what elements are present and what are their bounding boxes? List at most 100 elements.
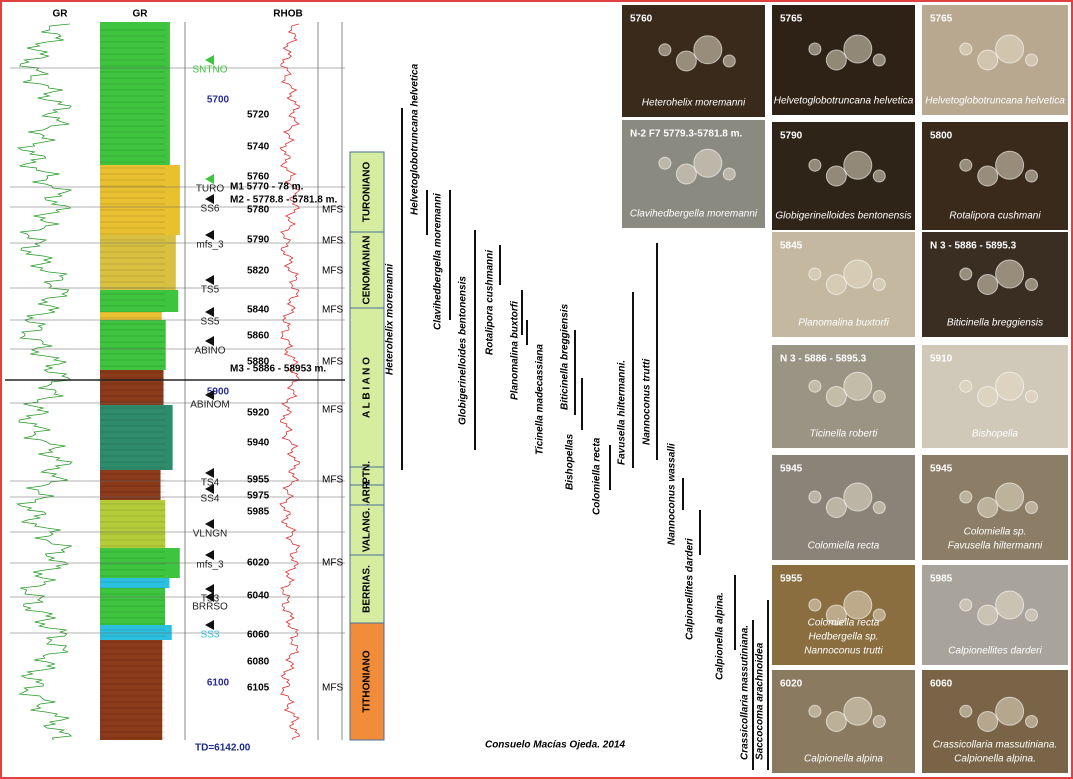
litho-band — [100, 22, 170, 165]
photo-grain — [825, 274, 847, 295]
stage-box — [349, 307, 385, 468]
photo-label: 5765 — [930, 14, 953, 25]
photo-caption: Globigerinelloides bentonensis — [775, 211, 911, 222]
photo-grain — [959, 490, 973, 504]
photo-caption: Helvetoglobotruncana helvetica — [774, 96, 914, 107]
photo-grain — [872, 608, 886, 622]
marker-triangle — [205, 336, 214, 346]
mfs-label: MFS — [322, 205, 343, 216]
marker-triangle — [205, 307, 214, 317]
depth-label: 6080 — [247, 657, 270, 668]
stage-label: TURONIANO — [362, 162, 373, 223]
photo-grain — [843, 371, 873, 401]
photo-grain — [872, 169, 886, 183]
photo-grain — [977, 711, 999, 732]
sample-label: M3 - 5886 - 58953 m. — [230, 364, 326, 375]
marker-triangle — [205, 55, 214, 65]
photo-caption: Colomiella recta — [808, 618, 880, 629]
photo-grain — [808, 42, 822, 56]
photo-caption: Calpionella alpina — [804, 754, 883, 765]
litho-band — [100, 370, 164, 405]
photo-grain — [693, 148, 723, 178]
photo-label: N 3 - 5886 - 5895.3 — [930, 241, 1017, 252]
depth-label: 6040 — [247, 591, 270, 602]
depth-label: 5880 — [247, 357, 270, 368]
photo-grain — [825, 49, 847, 71]
species-label: Nannoconus trutti — [642, 359, 653, 445]
photo-grain — [808, 704, 822, 718]
species-label: Rotalipora cushmanni — [485, 250, 496, 355]
photo-grain — [995, 590, 1025, 620]
photo-grain — [872, 715, 886, 728]
stage-box — [349, 151, 385, 233]
photo-grain — [658, 156, 672, 170]
species-label: Crassicollaria massutiniana. — [740, 625, 751, 760]
litho-band — [100, 640, 163, 740]
depth-label: 5940 — [247, 438, 270, 449]
photo-grain — [995, 482, 1025, 512]
stage-label: APTN. — [362, 461, 373, 491]
depth-label: 6105 — [247, 683, 270, 694]
rhob-curve — [279, 23, 301, 741]
marker-triangle — [205, 592, 214, 602]
photo-grain — [872, 390, 886, 403]
marker-triangle — [205, 275, 214, 285]
depth-label: 5955 — [247, 475, 270, 486]
depth-label: 5820 — [247, 266, 270, 277]
litho-band — [100, 290, 179, 312]
marker-triangle — [205, 584, 214, 594]
photo-label: 5985 — [930, 574, 953, 585]
photo-label: 6060 — [930, 679, 953, 690]
photo-grain — [722, 167, 736, 181]
photo-caption: Helvetoglobotruncana helvetica — [925, 96, 1065, 107]
mfs-label: MFS — [322, 357, 343, 368]
marker-label: mfs_3 — [196, 240, 224, 251]
photo-label: 5765 — [780, 14, 803, 25]
header: GR — [53, 9, 69, 20]
depth-label: 5760 — [247, 172, 270, 183]
marker-label: SS4 — [201, 494, 220, 505]
marker-label: SNTNO — [193, 65, 228, 76]
photo-grain — [995, 150, 1025, 180]
marker-triangle — [205, 390, 214, 400]
litho-band — [100, 312, 162, 320]
photo-caption: Colomiella sp. — [964, 527, 1027, 538]
depth-label: 5920 — [247, 408, 270, 419]
photo-grain — [675, 163, 697, 185]
stage-box — [349, 504, 385, 556]
depth-label: 6020 — [247, 558, 270, 569]
gr-curve — [16, 23, 73, 741]
species-label: Heterohelix moremanni — [385, 264, 396, 375]
total-depth: TD=6142.00 — [195, 743, 251, 754]
photo-caption: Calpionellites darderi — [948, 646, 1042, 657]
litho-band — [100, 588, 166, 625]
photo-caption: Heterohelix moremanni — [642, 98, 746, 109]
mfs-label: MFS — [322, 405, 343, 416]
photo-caption: Ticinella roberti — [810, 429, 878, 440]
litho-band — [100, 235, 176, 290]
photo-grain — [675, 50, 697, 72]
stage-box — [349, 231, 385, 309]
photo-caption: Favusella hiltermanni — [948, 541, 1043, 552]
species-label: Planomalina buxtorfi — [510, 301, 521, 400]
photo-caption: Planomalina buxtorfi — [798, 318, 889, 329]
photo-grain — [977, 386, 999, 407]
species-label: Calpionellites darderi — [685, 538, 696, 640]
photo-grain — [959, 704, 973, 718]
stage-label: A L B I A N O — [362, 357, 373, 418]
photo-label: N 3 - 5886 - 5895.3 — [780, 354, 867, 365]
marker-label: BRRSO — [192, 602, 228, 613]
litho-band — [100, 625, 172, 640]
photo-grain — [995, 696, 1025, 726]
photo-grain — [977, 49, 999, 71]
species-label: Biticinella breggiensis — [560, 303, 571, 410]
species-label: Nannoconus wassalli — [667, 443, 678, 545]
species-label: Saccocoma arachnoidea — [755, 642, 766, 760]
photo-grain — [1025, 390, 1038, 403]
species-label: Helvetoglobotruncana helvetica — [410, 63, 421, 215]
marker-label: VLNGN — [193, 529, 227, 540]
species-label: Colomiella recta — [592, 437, 603, 515]
litho-band — [100, 165, 180, 235]
photo-caption: Rotalipora cushmani — [949, 211, 1041, 222]
